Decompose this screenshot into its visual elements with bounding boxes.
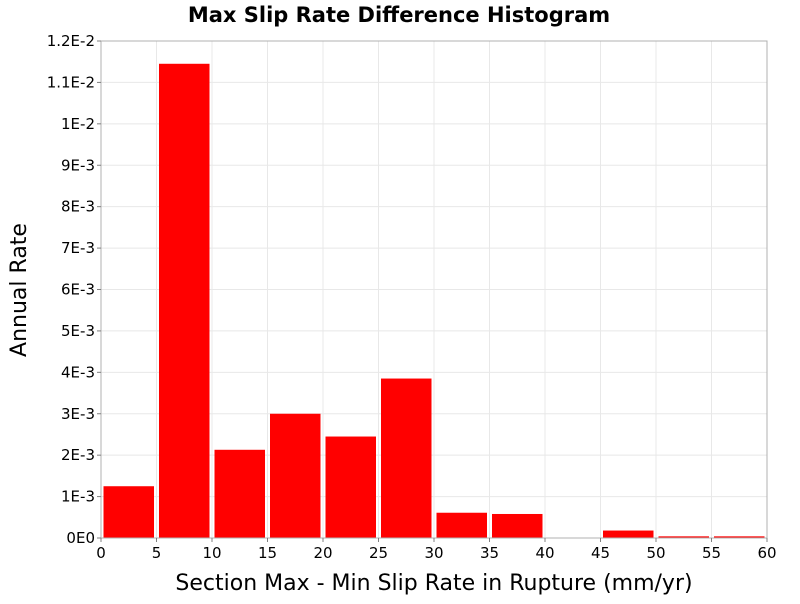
histogram-bar-55: [714, 536, 765, 538]
x-tick-label: 10: [202, 544, 221, 562]
histogram-bar-5: [159, 63, 210, 538]
x-axis: 0 5 10 15 20 25 30 35 40 45 50 55 60: [96, 538, 777, 562]
chart-title: Max Slip Rate Difference Histogram: [188, 3, 610, 27]
x-tick-label: 15: [258, 544, 277, 562]
histogram-bar-0: [103, 486, 154, 538]
y-tick-label: 4E-3: [61, 363, 95, 381]
y-axis: 0E0 1E-3 2E-3 3E-3 4E-3 5E-3 6E-3 7E-3 8E-3 9E-3 1…: [47, 32, 101, 547]
histogram-bar-15: [270, 413, 321, 538]
x-tick-label: 0: [96, 544, 106, 562]
y-tick-label: 0E0: [66, 529, 95, 547]
y-tick-label: 9E-3: [61, 156, 95, 174]
y-tick-label: 1E-3: [61, 488, 95, 506]
histogram-bar-45: [603, 530, 654, 538]
y-tick-label: 3E-3: [61, 405, 95, 423]
histogram-bar-20: [325, 436, 376, 538]
histogram-bar-50: [658, 536, 709, 538]
y-tick-label: 1.1E-2: [47, 73, 95, 91]
y-tick-label: 8E-3: [61, 198, 95, 216]
grid-lines: [101, 41, 767, 538]
x-tick-label: 25: [369, 544, 388, 562]
y-tick-label: 6E-3: [61, 281, 95, 299]
x-tick-label: 5: [152, 544, 162, 562]
x-tick-label: 30: [424, 544, 443, 562]
y-tick-label: 1E-2: [61, 115, 95, 133]
x-tick-label: 50: [646, 544, 665, 562]
y-tick-label: 5E-3: [61, 322, 95, 340]
y-axis-label: Annual Rate: [7, 223, 32, 357]
x-tick-label: 55: [702, 544, 721, 562]
y-tick-label: 2E-3: [61, 446, 95, 464]
x-tick-label: 60: [757, 544, 776, 562]
histogram-bar-35: [492, 513, 543, 538]
y-tick-label: 1.2E-2: [47, 32, 95, 50]
histogram-bar-25: [381, 378, 432, 538]
bars-group: [103, 63, 765, 538]
y-tick-label: 7E-3: [61, 239, 95, 257]
x-tick-label: 45: [591, 544, 610, 562]
histogram-bar-10: [214, 449, 265, 538]
x-tick-label: 35: [480, 544, 499, 562]
x-tick-label: 40: [535, 544, 554, 562]
x-tick-label: 20: [313, 544, 332, 562]
x-axis-label: Section Max - Min Slip Rate in Rupture (…: [175, 571, 692, 596]
histogram-bar-30: [436, 512, 487, 538]
